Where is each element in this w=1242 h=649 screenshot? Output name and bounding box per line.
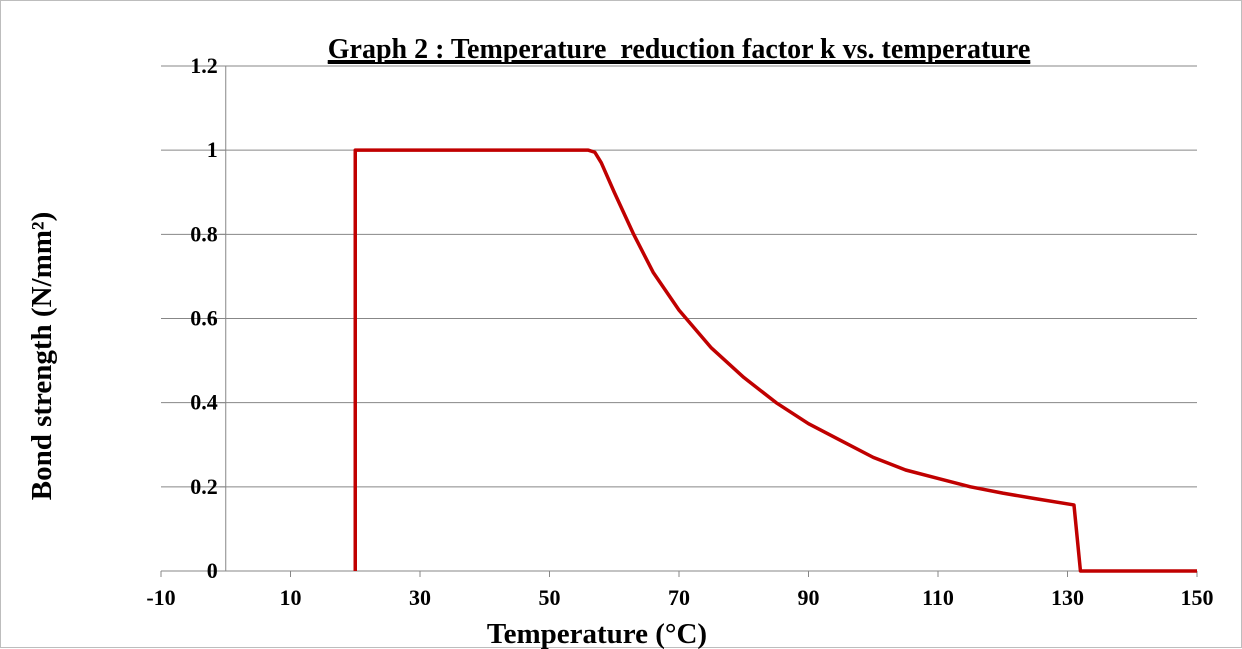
gridlines bbox=[161, 66, 1197, 487]
series-layer bbox=[355, 150, 1197, 571]
x-tick-label-5: 90 bbox=[798, 585, 820, 610]
series-line-0 bbox=[355, 150, 1197, 571]
y-tick-label-6: 1.2 bbox=[190, 53, 218, 78]
chart-title: Graph 2 : Temperature reduction factor k… bbox=[328, 34, 1031, 65]
tick-labels: 0 0.2 0.4 0.6 0.8 1 1.2 -10 10 30 50 70 90 110 130 150 bbox=[146, 53, 1213, 610]
x-tick-label-6: 110 bbox=[922, 585, 954, 610]
y-tick-label-0: 0 bbox=[207, 558, 218, 583]
y-tick-label-5: 1 bbox=[207, 137, 218, 162]
x-tick-label-8: 150 bbox=[1181, 585, 1214, 610]
y-tick-label-4: 0.8 bbox=[190, 221, 218, 246]
x-tick-label-2: 30 bbox=[409, 585, 431, 610]
x-tick-label-7: 130 bbox=[1051, 585, 1084, 610]
y-tick-label-2: 0.4 bbox=[190, 390, 218, 415]
y-axis-label: Bond strength (N/mm²) bbox=[26, 212, 58, 501]
y-tick-label-3: 0.6 bbox=[190, 306, 218, 331]
x-tick-label-3: 50 bbox=[539, 585, 561, 610]
x-tick-label-4: 70 bbox=[668, 585, 690, 610]
x-tick-label-0: -10 bbox=[146, 585, 175, 610]
y-tick-label-1: 0.2 bbox=[190, 474, 218, 499]
x-axis-label: Temperature (°C) bbox=[487, 618, 707, 649]
x-tick-label-1: 10 bbox=[280, 585, 302, 610]
